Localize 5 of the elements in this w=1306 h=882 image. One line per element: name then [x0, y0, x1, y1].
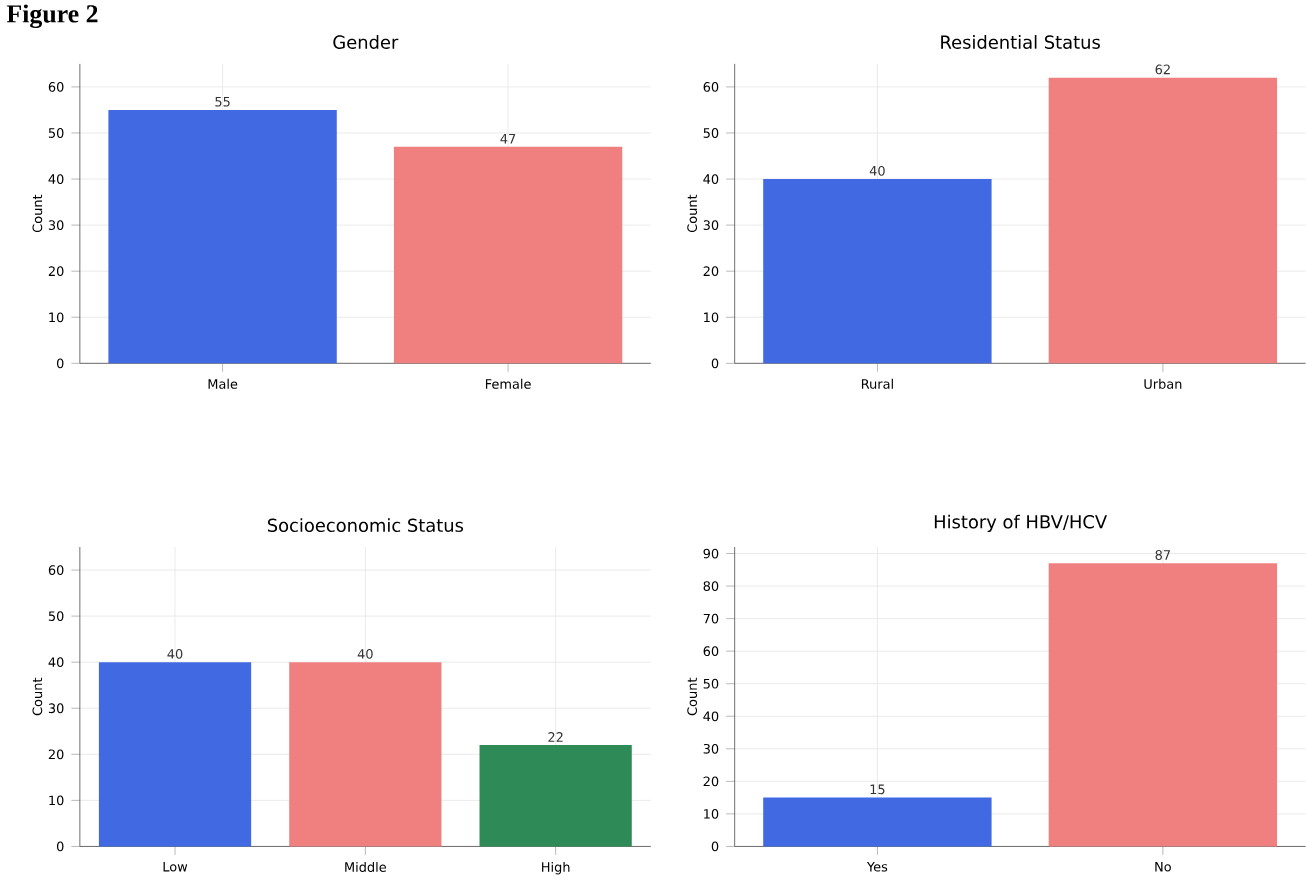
chart-title: Gender — [333, 35, 399, 50]
chart-title: History of HBV/HCV — [934, 515, 1107, 533]
chart-title: Socioeconomic Status — [267, 518, 464, 533]
chart-title: Residential Status — [941, 35, 1100, 50]
caption: Figure 2 — [6, 4, 98, 29]
